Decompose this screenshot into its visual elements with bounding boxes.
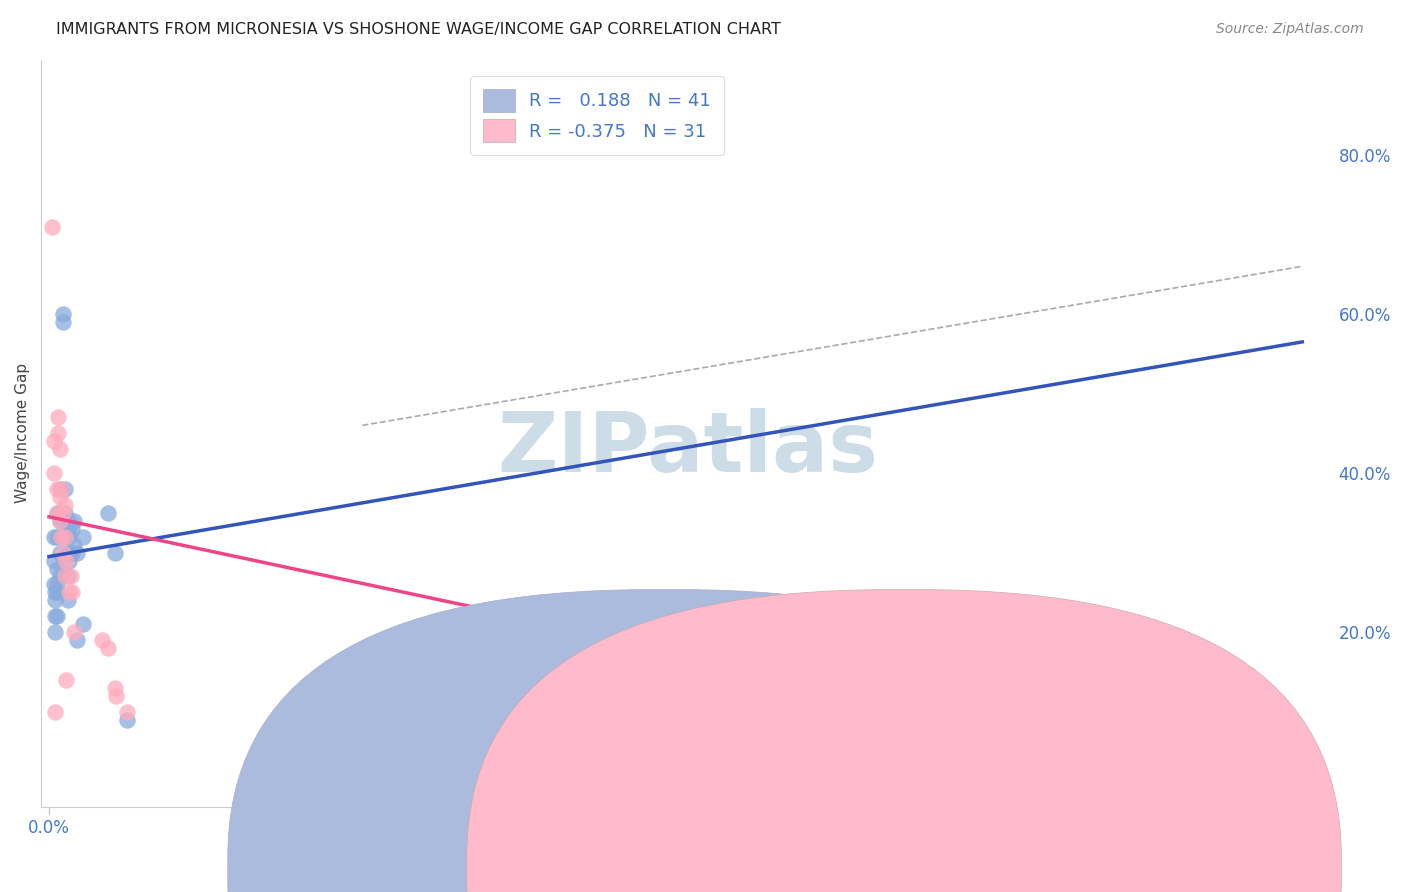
Point xyxy=(51,482,73,496)
Text: Source: ZipAtlas.com: Source: ZipAtlas.com xyxy=(1216,22,1364,37)
Point xyxy=(53,482,76,496)
Point xyxy=(55,553,77,567)
Point xyxy=(44,609,66,624)
Point xyxy=(44,625,66,640)
Point xyxy=(46,426,69,441)
Point xyxy=(55,673,77,687)
Point xyxy=(42,530,65,544)
Point xyxy=(52,506,75,520)
Text: Immigrants from Micronesia: Immigrants from Micronesia xyxy=(703,861,936,879)
Point xyxy=(42,553,65,567)
Point xyxy=(53,498,76,512)
Legend: R =   0.188   N = 41, R = -0.375   N = 31: R = 0.188 N = 41, R = -0.375 N = 31 xyxy=(470,76,724,155)
Point xyxy=(56,569,79,583)
Point xyxy=(53,530,76,544)
Point xyxy=(49,490,72,504)
Point xyxy=(49,546,72,560)
Point xyxy=(44,705,66,719)
Point xyxy=(49,514,72,528)
Point xyxy=(97,640,120,655)
Point xyxy=(66,546,89,560)
Point xyxy=(1040,689,1063,703)
Point xyxy=(56,522,79,536)
Y-axis label: Wage/Income Gap: Wage/Income Gap xyxy=(15,363,30,503)
Text: Shoshone: Shoshone xyxy=(928,861,1010,879)
Point xyxy=(56,546,79,560)
Point xyxy=(52,514,75,528)
Point xyxy=(56,593,79,607)
Point xyxy=(117,713,139,727)
Point xyxy=(53,506,76,520)
Point xyxy=(62,546,84,560)
Point xyxy=(52,307,75,321)
Point xyxy=(117,705,139,719)
Point xyxy=(1135,768,1157,782)
Point xyxy=(59,569,82,583)
Point xyxy=(42,434,65,449)
Point xyxy=(97,506,120,520)
Point xyxy=(58,514,80,528)
Point xyxy=(41,219,63,234)
Point xyxy=(45,530,67,544)
Point xyxy=(105,689,128,703)
Point xyxy=(49,482,72,496)
Point xyxy=(104,546,127,560)
Point xyxy=(52,530,75,544)
Point xyxy=(63,538,86,552)
Point xyxy=(45,609,67,624)
Point xyxy=(63,514,86,528)
Point xyxy=(51,530,73,544)
Point xyxy=(104,681,127,695)
Point xyxy=(46,410,69,425)
Point xyxy=(42,466,65,480)
Point xyxy=(52,546,75,560)
Point xyxy=(62,585,84,599)
Point xyxy=(45,577,67,591)
Text: ZIPatlas: ZIPatlas xyxy=(496,408,877,489)
Text: IMMIGRANTS FROM MICRONESIA VS SHOSHONE WAGE/INCOME GAP CORRELATION CHART: IMMIGRANTS FROM MICRONESIA VS SHOSHONE W… xyxy=(56,22,782,37)
Point xyxy=(62,522,84,536)
Point xyxy=(63,625,86,640)
Point xyxy=(91,633,114,648)
Point xyxy=(52,315,75,329)
Point xyxy=(45,561,67,575)
Point xyxy=(58,553,80,567)
Point xyxy=(44,593,66,607)
Point xyxy=(53,569,76,583)
Point xyxy=(45,482,67,496)
Point xyxy=(49,569,72,583)
Point xyxy=(45,585,67,599)
Point xyxy=(44,585,66,599)
Point xyxy=(66,633,89,648)
Point xyxy=(42,577,65,591)
Point xyxy=(45,506,67,520)
Point xyxy=(58,530,80,544)
Point xyxy=(58,585,80,599)
Point xyxy=(72,530,94,544)
Point xyxy=(72,617,94,632)
Point xyxy=(49,442,72,457)
Point xyxy=(45,506,67,520)
Point xyxy=(49,514,72,528)
